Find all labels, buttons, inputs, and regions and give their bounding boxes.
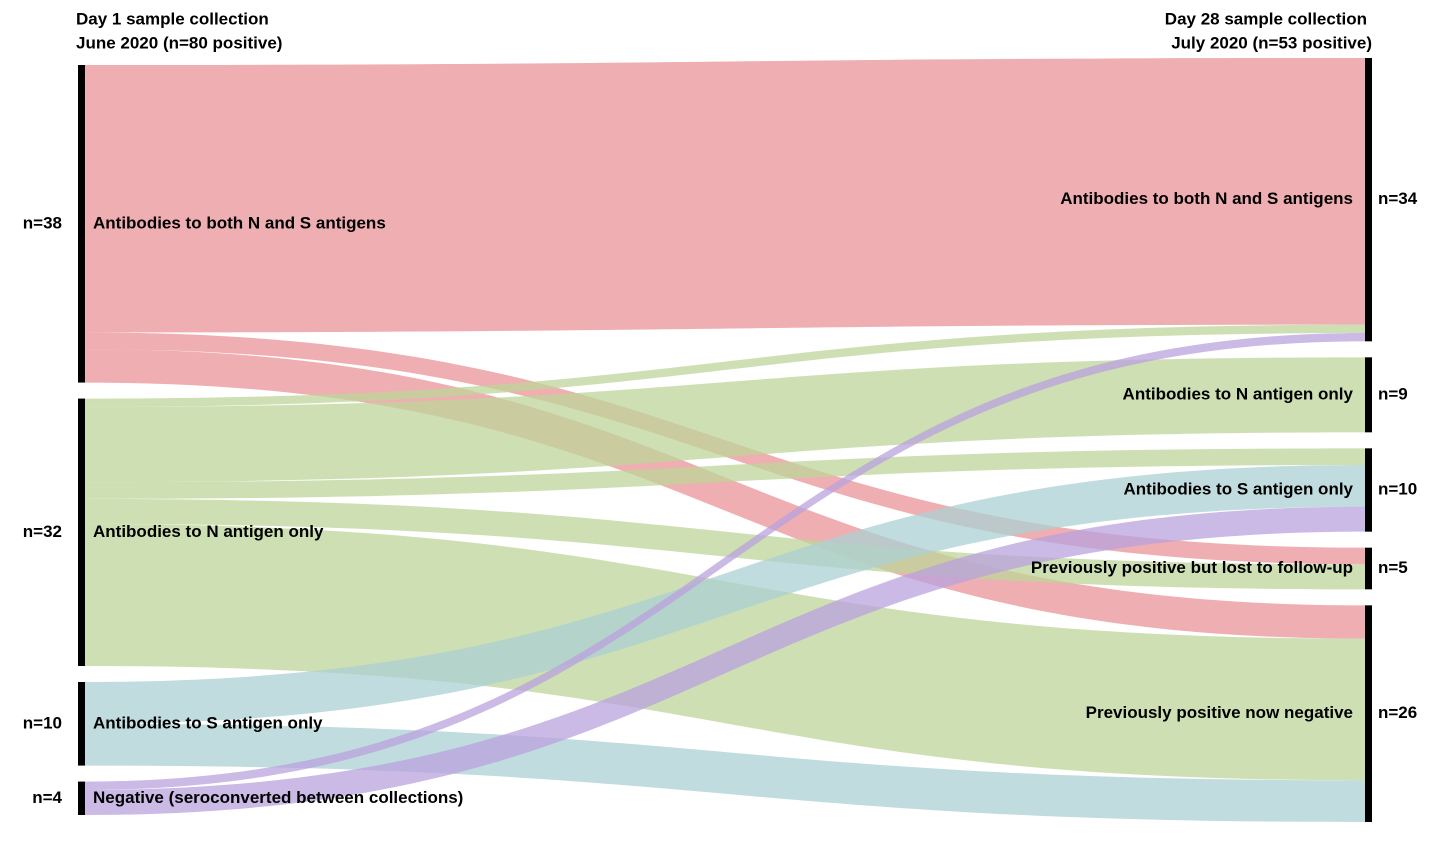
node-label: Negative (seroconverted between collecti… [93,788,463,807]
flow [85,498,1365,590]
left-header: Day 1 sample collection [76,9,269,28]
node-count: n=4 [32,788,62,807]
node-label: Previously positive now negative [1086,703,1353,722]
node-label: Antibodies to N antigen only [93,522,324,541]
node-label: Antibodies to both N and S antigens [93,213,386,232]
node-count: n=26 [1378,703,1417,722]
flow [85,448,1365,499]
node-count: n=9 [1378,384,1408,403]
node-bar [1365,58,1372,342]
node-bar [1365,357,1372,433]
node-bar [1365,547,1372,590]
flow [85,349,1365,639]
node-label: Antibodies to both N and S antigens [1060,189,1353,208]
node-label: Antibodies to N antigen only [1123,384,1354,403]
flows [85,58,1365,822]
flow [85,333,1365,790]
flow [85,465,1365,724]
node-bar [78,682,85,766]
node-bar [1365,605,1372,822]
node-bar [78,398,85,666]
right-header: Day 28 sample collection [1165,9,1367,28]
node-bar [1365,448,1372,532]
flow [85,58,1365,333]
node-count: n=32 [23,522,62,541]
node-label: Antibodies to S antigen only [93,713,323,732]
node-label: Previously positive but lost to follow-u… [1031,558,1353,577]
node-bar [78,65,85,383]
left-header: June 2020 (n=80 positive) [76,33,282,52]
node-count: n=10 [23,713,62,732]
flow [85,324,1365,407]
node-bar [78,781,85,815]
flow [85,723,1365,822]
node-label: Antibodies to S antigen only [1124,479,1354,498]
node-count: n=34 [1378,189,1418,208]
node-count: n=10 [1378,479,1417,498]
node-count: n=38 [23,213,62,232]
right-header: July 2020 (n=53 positive) [1171,33,1372,52]
node-count: n=5 [1378,558,1408,577]
flow [85,506,1365,815]
